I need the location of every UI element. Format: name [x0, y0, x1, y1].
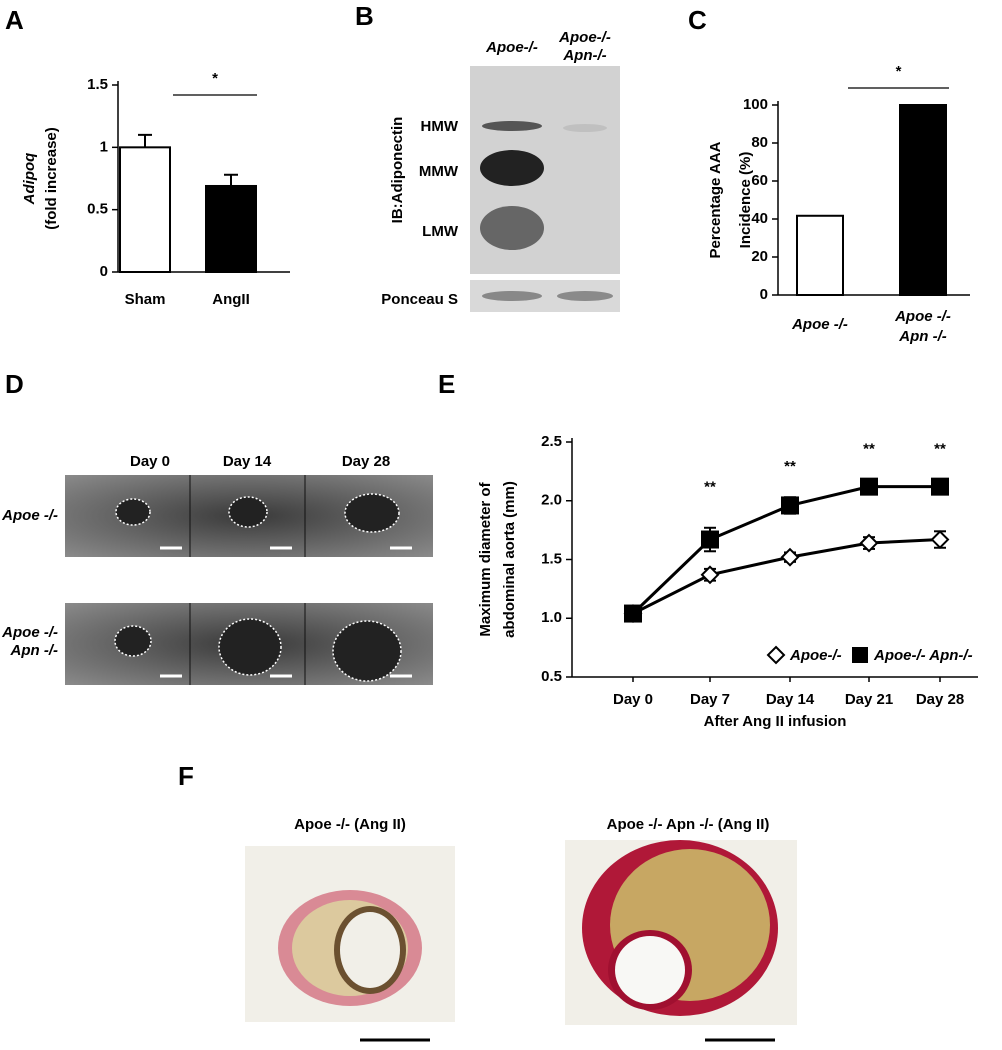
bar — [796, 214, 844, 297]
marker — [930, 530, 950, 549]
x-tick-label: Day 14 — [766, 691, 815, 708]
bar — [899, 104, 947, 296]
scale-bars — [160, 546, 412, 678]
significance-label: * — [896, 63, 902, 80]
x-tick-label: Day 0 — [613, 691, 653, 708]
x-tick-label: Day 28 — [916, 691, 964, 708]
marker — [624, 604, 642, 623]
histology: Apoe -/- (Ang II) Apoe -/- Apn -/- (Ang … — [245, 816, 797, 1042]
legend-label: Apoe-/- — [789, 647, 842, 664]
blot: IB:Adiponectin Apoe-/- Apoe-/- Apn-/- HM… — [381, 29, 620, 312]
lumen-outlines — [114, 493, 402, 682]
y-tick-label: 1.5 — [541, 550, 562, 567]
lumen — [332, 620, 402, 682]
lane-label: Apn-/- — [562, 47, 606, 64]
significance-label: ** — [784, 458, 796, 475]
significance-label: * — [212, 70, 218, 87]
y-tick-label: 1.0 — [541, 609, 562, 626]
lumen — [615, 936, 685, 1004]
loading-label: Ponceau S — [381, 291, 458, 308]
y-tick-label: 0.5 — [87, 201, 108, 218]
significance-label: ** — [934, 441, 946, 458]
panel-label: A — [5, 5, 24, 35]
marker — [781, 496, 799, 515]
row-label: Apn -/- — [10, 642, 58, 659]
row-label: Apoe -/- — [1, 624, 58, 641]
marker — [859, 533, 879, 553]
lumen — [115, 498, 151, 526]
x-tick-label: Apn -/- — [898, 328, 946, 345]
y-tick-label: 0 — [760, 286, 768, 303]
panel-label: E — [438, 369, 455, 399]
significance-label: ** — [863, 441, 875, 458]
marker — [780, 547, 800, 567]
band — [482, 291, 542, 301]
ultrasound: Day 0 Day 14 Day 28 Apoe -/- Apoe -/- Ap… — [1, 453, 433, 685]
y-axis-label: Incidence (%) — [737, 152, 754, 249]
histology-title: Apoe -/- (Ang II) — [294, 816, 406, 833]
x-tick-label: Apoe -/- — [791, 316, 848, 333]
y-tick-label: 40 — [751, 210, 768, 227]
lumen — [344, 493, 400, 533]
lumen — [340, 912, 400, 988]
band — [557, 291, 613, 301]
bar — [119, 146, 171, 273]
y-tick-label: 1.5 — [87, 76, 108, 93]
panel-label: D — [5, 369, 24, 399]
marker — [701, 530, 719, 549]
y-axis-label: Adipoq — [21, 153, 38, 206]
band — [482, 121, 542, 131]
day-label: Day 14 — [223, 453, 272, 470]
y-tick-label: 100 — [743, 96, 768, 113]
x-axis-label: After Ang II infusion — [704, 713, 847, 730]
lumen — [218, 618, 282, 676]
histology-title: Apoe -/- Apn -/- (Ang II) — [607, 816, 770, 833]
band-label: MMW — [419, 163, 459, 180]
y-tick-label: 0.5 — [541, 668, 562, 685]
y-axis-label: (fold increase) — [43, 127, 60, 230]
x-tick-label: Day 21 — [845, 691, 893, 708]
bar — [205, 184, 257, 273]
marker — [700, 565, 720, 585]
day-label: Day 28 — [342, 453, 390, 470]
y-tick-label: 2.0 — [541, 492, 562, 509]
significance-label: ** — [704, 479, 716, 496]
panel-label: F — [178, 761, 194, 791]
lumen — [228, 496, 268, 528]
x-tick-label: Apoe -/- — [894, 308, 951, 325]
lumen — [114, 625, 152, 657]
y-tick-label: 1 — [100, 138, 108, 155]
band-label: HMW — [421, 118, 459, 135]
y-axis-label: abdominal aorta (mm) — [501, 481, 518, 638]
marker — [860, 477, 878, 496]
lane-label: Apoe-/- — [485, 39, 538, 56]
marker — [931, 477, 949, 496]
y-tick-label: 20 — [751, 248, 768, 265]
y-tick-label: 2.5 — [541, 433, 562, 450]
panel-label: B — [355, 1, 374, 31]
y-tick-label: 80 — [751, 134, 768, 151]
band — [563, 124, 607, 132]
legend-marker — [766, 645, 786, 665]
legend-marker — [852, 647, 868, 663]
y-tick-label: 60 — [751, 172, 768, 189]
x-tick-label: AngII — [212, 291, 250, 308]
x-tick-label: Sham — [125, 291, 166, 308]
lane-label: Apoe-/- — [558, 29, 611, 46]
band — [480, 206, 544, 250]
legend-label: Apoe-/- Apn-/- — [873, 647, 973, 664]
y-axis-label: Percentage AAA — [707, 141, 724, 258]
x-tick-label: Day 7 — [690, 691, 730, 708]
blot-ylabel: IB:Adiponectin — [389, 117, 406, 224]
panel-label: C — [688, 5, 707, 35]
band-label: LMW — [422, 223, 459, 240]
band — [480, 150, 544, 186]
day-label: Day 0 — [130, 453, 170, 470]
row-label: Apoe -/- — [1, 507, 58, 524]
y-tick-label: 0 — [100, 263, 108, 280]
series-line — [632, 538, 941, 615]
y-axis-label: Maximum diameter of — [477, 481, 494, 636]
